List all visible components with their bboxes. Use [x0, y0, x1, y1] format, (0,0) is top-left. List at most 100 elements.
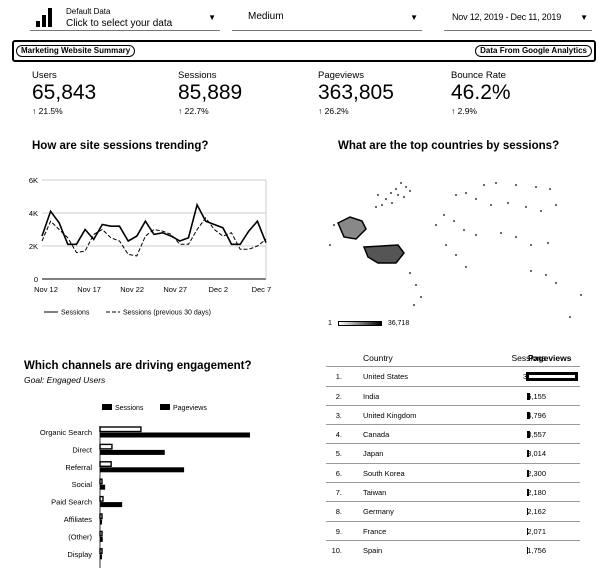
table-row[interactable]: 2. India 5,155	[326, 385, 580, 405]
category-label: Social	[72, 480, 93, 489]
row-rank: 3.	[335, 410, 342, 420]
pageviews-bar	[527, 392, 530, 400]
y-tick-label: 4K	[29, 209, 38, 218]
column-header-pageviews[interactable]: Pageviews	[528, 353, 572, 363]
channels-subtitle: Goal: Engaged Users	[24, 375, 106, 385]
table-row[interactable]: 3. United Kingdom 4,796	[326, 404, 580, 424]
x-tick-label: Nov 12	[34, 285, 58, 294]
date-range-picker[interactable]: Nov 12, 2019 - Dec 11, 2019 ▼	[444, 3, 592, 31]
row-rank: 7.	[335, 488, 342, 498]
pageviews-bar	[527, 411, 530, 419]
row-rank: 1.	[335, 372, 342, 382]
sessions-chart-title: How are site sessions trending?	[32, 140, 209, 152]
legend-label: Sessions	[115, 405, 144, 412]
series-line-sessions[interactable]	[41, 202, 267, 246]
row-rank: 8.	[335, 507, 342, 517]
row-sessions: 3,557	[527, 430, 546, 440]
row-country: Taiwan	[363, 488, 387, 498]
table-row[interactable]: 8. Germany 2,162	[326, 501, 580, 520]
y-tick-label: 6K	[29, 176, 38, 185]
bar-sessions[interactable]	[99, 426, 142, 433]
channels-bar-chart: Sessions Pageviews Organic Search Direct Ref…	[40, 404, 250, 568]
bar-pageviews[interactable]	[100, 519, 103, 525]
pageviews-bar	[527, 450, 529, 458]
device-selector[interactable]: Medium ▼	[232, 3, 422, 31]
pageviews-bar	[527, 469, 529, 477]
dropdown-arrow-icon: ▼	[580, 13, 588, 22]
data-source-selector[interactable]: Default Data Click to select your data ▼	[30, 3, 220, 31]
date-range-value: Nov 12, 2019 - Dec 11, 2019	[452, 12, 562, 22]
kpi-sessions: Sessions 85,889 ↑ 22.7%	[178, 70, 242, 116]
kpi-change: ↑ 22.7%	[178, 106, 209, 116]
category-label: Affiliates	[64, 515, 92, 524]
bar-pageviews[interactable]	[100, 449, 165, 455]
bar-pageviews[interactable]	[100, 536, 103, 542]
map-legend-max: 36,718	[387, 320, 410, 327]
column-header-sessions[interactable]: Sessions	[511, 353, 547, 363]
kpi-label: Users	[32, 70, 57, 81]
row-rank: 6.	[335, 468, 342, 478]
y-tick-label: 2K	[29, 242, 38, 251]
bar-pageviews[interactable]	[100, 467, 185, 473]
channels-title: Which channels are driving engagement?	[24, 360, 252, 372]
row-rank: 10.	[331, 545, 342, 555]
bar-pageviews[interactable]	[100, 432, 250, 438]
bar-sessions[interactable]	[99, 530, 103, 537]
row-sessions: 3,014	[527, 449, 546, 459]
column-header-country[interactable]: Country	[363, 353, 393, 363]
row-sessions: 1,756	[527, 545, 546, 555]
x-tick-label: Dec 7	[252, 285, 272, 294]
pageviews-bar	[527, 489, 529, 497]
device-value: Medium	[248, 11, 284, 22]
pageviews-bar	[527, 508, 528, 516]
countries-title: What are the top countries by sessions?	[338, 140, 560, 152]
table-row[interactable]: 6. South Korea 2,300	[326, 462, 580, 482]
bar-sessions[interactable]	[99, 495, 104, 502]
x-tick-label: Nov 27	[163, 285, 187, 294]
row-sessions: 2,162	[527, 507, 546, 517]
legend-label: Sessions	[61, 310, 90, 317]
pageviews-bar	[526, 372, 578, 382]
table-row[interactable]: 9. France 2,071	[326, 520, 580, 540]
table-row[interactable]: 4. Canada 3,557	[326, 424, 580, 443]
category-label: Paid Search	[51, 498, 92, 507]
kpi-value: 46.2%	[451, 81, 511, 104]
row-country: Germany	[363, 507, 394, 517]
row-rank: 5.	[335, 449, 342, 459]
row-country: Japan	[363, 449, 384, 459]
bar-sessions[interactable]	[99, 443, 113, 450]
canada-region[interactable]	[337, 216, 367, 240]
pageviews-bar	[527, 431, 530, 439]
kpi-bounce-rate: Bounce Rate 46.2% ↑ 2.9%	[451, 70, 511, 116]
bar-pageviews[interactable]	[100, 554, 102, 560]
dropdown-arrow-icon: ▼	[410, 13, 418, 22]
category-label: Display	[67, 550, 92, 559]
bar-chart-logo-icon	[34, 7, 54, 27]
bar-sessions[interactable]	[99, 461, 112, 467]
united-states-region[interactable]	[362, 244, 405, 264]
kpi-value: 85,889	[178, 81, 243, 104]
row-country: South Korea	[363, 468, 405, 478]
map-legend-gradient	[337, 320, 382, 326]
bar-sessions[interactable]	[99, 513, 103, 520]
table-row[interactable]: 10. Spain 1,756	[326, 539, 580, 559]
data-source-value: Click to select your data	[66, 18, 173, 29]
category-label: Referral	[65, 463, 92, 472]
bar-pageviews[interactable]	[100, 484, 106, 490]
kpi-label: Bounce Rate	[451, 70, 506, 81]
table-row[interactable]: 1.United States36,714	[326, 366, 580, 385]
category-label: (Other)	[68, 532, 92, 541]
series-line-previous[interactable]	[41, 217, 267, 257]
table-row[interactable]: 5. Japan 3,014	[326, 443, 580, 462]
row-rank: 2.	[335, 391, 342, 401]
bar-sessions[interactable]	[99, 548, 103, 555]
row-rank: 4.	[335, 430, 342, 440]
world-map[interactable]	[326, 175, 586, 325]
table-row[interactable]: 7. Taiwan 2,180	[326, 482, 580, 501]
bar-pageviews[interactable]	[100, 502, 123, 508]
kpi-value: 65,843	[32, 81, 97, 104]
data-source-note: Data From Google Analytics	[475, 45, 592, 57]
bar-sessions[interactable]	[99, 478, 103, 485]
row-sessions: 2,180	[527, 488, 546, 498]
dropdown-arrow-icon: ▼	[208, 13, 216, 22]
